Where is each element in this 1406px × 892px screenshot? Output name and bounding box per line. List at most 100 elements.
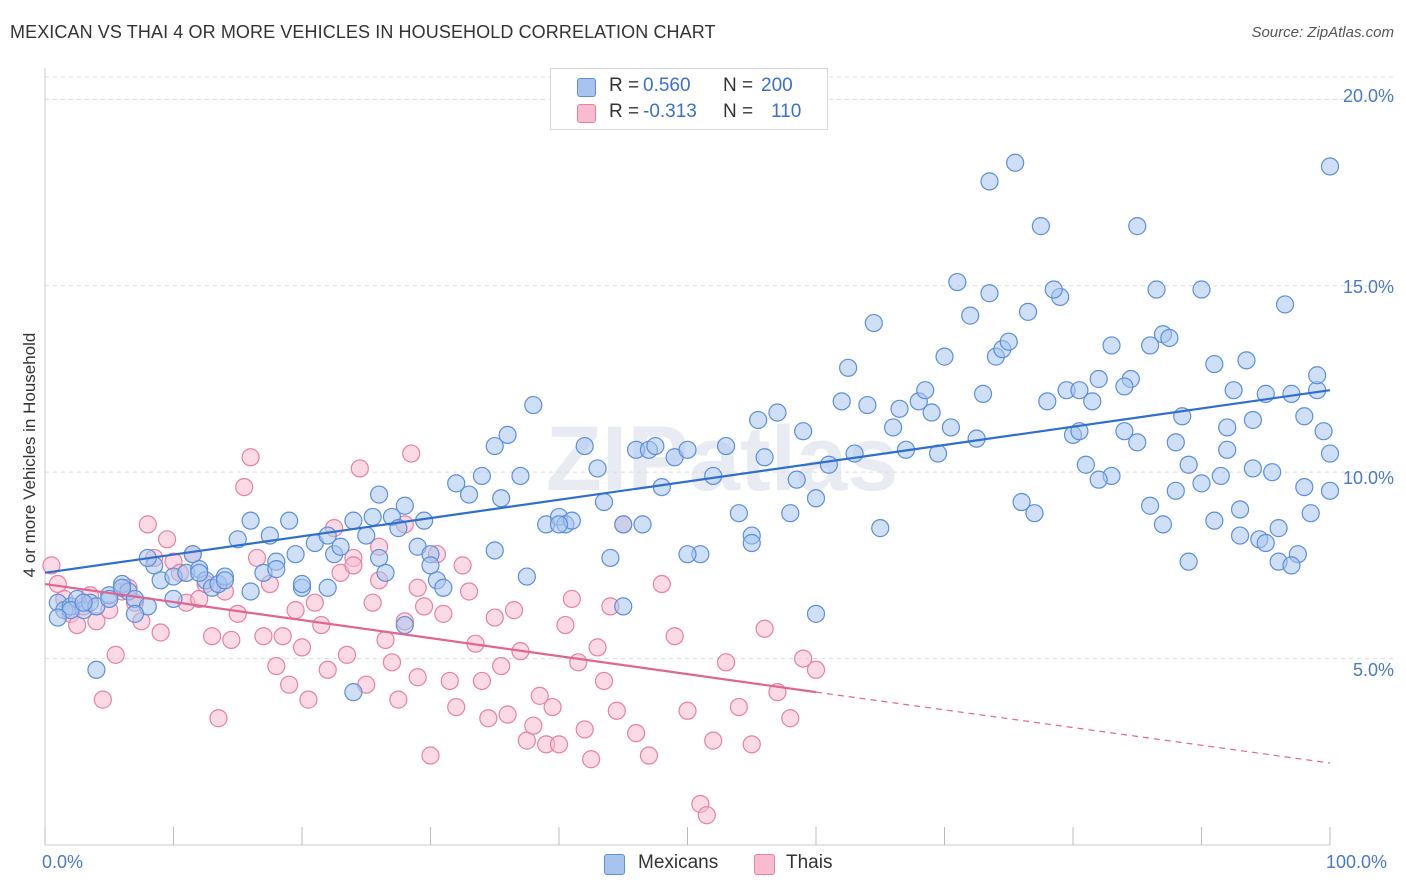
grid-layer <box>45 76 1395 660</box>
thais-point <box>678 701 697 720</box>
thais-point <box>267 656 286 676</box>
y-tick-label: 10.0% <box>1342 468 1394 488</box>
mexicans-point <box>1230 500 1250 519</box>
mexicans-point <box>832 392 851 411</box>
mexicans-point <box>292 574 312 594</box>
thais-point <box>337 645 357 664</box>
thais-point <box>408 668 427 687</box>
mexicans-point <box>363 507 382 527</box>
mexicans-point <box>1205 511 1224 530</box>
mexicans-point <box>1243 410 1263 430</box>
thais-point <box>582 750 601 769</box>
correlation-legend: R = 0.560 N = 200 R = -0.313 N = 110 <box>550 68 828 130</box>
thais-point <box>241 448 260 467</box>
thais-point <box>408 578 427 597</box>
thais-point <box>806 660 826 679</box>
mexicans-point <box>1237 351 1256 370</box>
thais-point <box>504 601 524 620</box>
thais-point <box>729 697 749 717</box>
mexicans-point <box>395 615 414 635</box>
legend-r-value: 0.560 <box>643 75 691 96</box>
mexicans-point <box>1089 470 1108 489</box>
thais-point <box>209 709 228 728</box>
thais-point <box>402 444 421 463</box>
mexicans-point <box>1115 422 1134 441</box>
legend-r-label: R = <box>609 75 640 96</box>
thais-point <box>93 690 112 709</box>
mexicans-point <box>280 511 299 530</box>
mexicans-point <box>787 470 806 489</box>
mexicans-point <box>228 530 247 549</box>
mexicans-point <box>1282 556 1301 575</box>
mexicans-trend-line <box>44 389 1331 574</box>
mexicans-point <box>678 545 697 564</box>
mexicans-point <box>768 403 787 422</box>
y-tick-label: 20.0% <box>1342 86 1394 106</box>
mexicans-point <box>524 395 543 415</box>
mexicans-point <box>781 504 800 523</box>
mexicans-point <box>614 515 633 534</box>
legend-swatch-thais <box>577 104 596 123</box>
mexicans-point <box>1025 504 1044 523</box>
thais-point <box>447 697 466 717</box>
mexicans-point <box>395 496 414 515</box>
mexicans-point <box>601 548 620 568</box>
mexicans-point <box>1205 354 1224 374</box>
mexicans-point <box>1275 295 1295 314</box>
mexicans-point <box>1308 366 1327 385</box>
mexicans-point <box>1192 280 1211 299</box>
mexicans-point <box>267 560 286 579</box>
thais-point <box>312 615 331 635</box>
mexicans-point <box>459 485 479 504</box>
mexicans-point <box>716 436 736 456</box>
thais-point <box>414 597 434 616</box>
mexicans-point <box>1224 381 1243 400</box>
mexicans-point <box>357 526 376 545</box>
thais-point <box>453 556 472 575</box>
mexicans-point <box>492 489 511 508</box>
thais-point <box>479 709 498 728</box>
mexicans-point <box>1076 455 1095 474</box>
thais-point <box>472 671 491 691</box>
thais-point <box>235 477 254 497</box>
mexicans-point <box>1192 474 1211 493</box>
trend-layer <box>44 389 1331 764</box>
mexicans-point <box>485 436 504 456</box>
mexicans-point <box>1320 481 1340 500</box>
mexicans-point <box>1140 336 1160 355</box>
thais-point <box>543 697 562 717</box>
thais-point <box>594 671 614 691</box>
mexicans-point <box>575 436 594 456</box>
mexicans-point <box>749 410 768 430</box>
thais-point <box>222 630 241 650</box>
thais-point <box>492 656 511 676</box>
mexicans-point <box>980 172 999 191</box>
chart-title: MEXICAN VS THAI 4 OR MORE VEHICLES IN HO… <box>10 22 716 42</box>
mexicans-point <box>858 395 877 415</box>
mexicans-point <box>1153 515 1173 534</box>
mexicans-point <box>1140 496 1160 515</box>
y-tick-label: 5.0% <box>1352 660 1394 680</box>
mexicans-point <box>241 582 260 601</box>
legend-n-value: 110 <box>771 101 802 122</box>
thais-point <box>344 556 363 575</box>
mexicans-point <box>370 485 389 504</box>
mexicans-point <box>1295 477 1314 497</box>
thais-point <box>318 660 337 679</box>
mexicans-point <box>318 578 337 597</box>
legend-n-label: N = <box>723 101 754 122</box>
mexicans-point <box>1211 466 1230 486</box>
mexicans-point <box>1295 407 1314 426</box>
thais-point <box>626 724 646 743</box>
mexicans-point <box>871 519 890 538</box>
thais-point <box>305 593 324 612</box>
mexicans-point <box>1160 328 1179 348</box>
thais-point <box>639 746 659 765</box>
mexicans-point <box>241 511 260 530</box>
thais-point <box>588 638 607 657</box>
y-axis-label: 4 or more Vehicles in Household <box>20 332 39 578</box>
mexicans-point <box>472 466 491 486</box>
mexicans-point <box>614 597 633 616</box>
legend-n-label: N = <box>723 75 754 96</box>
mexicans-point <box>806 489 826 508</box>
